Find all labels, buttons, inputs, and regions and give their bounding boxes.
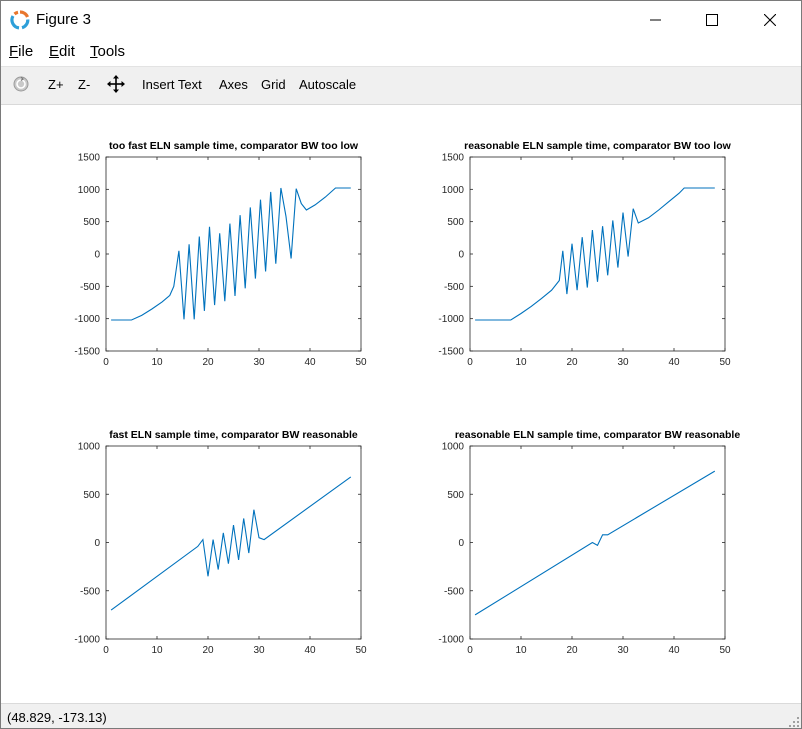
x-tick-label: 20 [566,645,578,656]
x-tick-label: 10 [151,357,163,368]
x-tick-label: 20 [566,357,578,368]
minimize-button[interactable] [633,1,679,38]
x-tick-label: 0 [103,645,109,656]
y-tick-label: 1500 [442,153,465,164]
x-tick-label: 40 [304,357,316,368]
x-tick-label: 40 [668,645,680,656]
axes-frame [469,156,726,352]
y-tick-label: 1500 [78,153,101,164]
y-tick-label: 1000 [442,442,465,453]
y-tick-label: 0 [94,250,100,261]
plots-canvas[interactable]: too fast ELN sample time, comparator BW … [1,105,801,702]
x-tick-label: 50 [355,357,367,368]
y-tick-label: -500 [80,586,100,597]
app-logo-icon [10,10,30,30]
status-bar: (48.829, -173.13) [1,703,801,728]
y-tick-label: 500 [83,490,100,501]
plot-area: too fast ELN sample time, comparator BW … [1,105,801,702]
axes-2: reasonable ELN sample time, comparator B… [438,140,731,368]
x-tick-label: 10 [515,357,527,368]
window-title: Figure 3 [36,11,92,28]
x-tick-label: 0 [103,357,109,368]
zoom-in-button[interactable]: Z+ [48,77,64,92]
cursor-coordinates: (48.829, -173.13) [7,710,107,725]
x-tick-label: 10 [151,645,163,656]
chart-title: reasonable ELN sample time, comparator B… [455,429,741,441]
y-tick-label: -500 [444,282,464,293]
axes-1: too fast ELN sample time, comparator BW … [74,140,367,368]
menu-tools-rest: ools [97,43,126,60]
menu-file[interactable]: File [9,43,33,60]
series-line [474,470,716,616]
menu-file-accel: F [9,43,19,60]
y-tick-label: -1000 [74,314,100,325]
menu-tools-accel: T [90,43,98,60]
y-tick-label: 500 [447,217,464,228]
chart-title: too fast ELN sample time, comparator BW … [109,140,359,152]
x-tick-label: 30 [617,357,629,368]
x-tick-label: 30 [253,357,265,368]
x-tick-label: 40 [668,357,680,368]
y-tick-label: 1000 [78,442,101,453]
axes-3: fast ELN sample time, comparator BW reas… [74,429,367,656]
grid-button[interactable]: Grid [261,77,286,92]
menu-edit-rest: dit [59,43,75,60]
x-tick-label: 20 [202,645,214,656]
menu-edit[interactable]: Edit [49,43,75,60]
insert-text-button[interactable]: Insert Text [142,77,202,92]
menu-tools[interactable]: Tools [90,43,125,60]
zoom-out-button[interactable]: Z- [78,77,91,92]
x-tick-label: 50 [355,645,367,656]
y-tick-label: -1500 [74,347,100,358]
maximize-button[interactable] [689,1,735,38]
y-tick-label: 500 [83,217,100,228]
autoscale-button[interactable]: Autoscale [299,77,357,92]
axes-4: reasonable ELN sample time, comparator B… [438,429,740,656]
chart-title: reasonable ELN sample time, comparator B… [464,140,731,152]
menu-file-rest: ile [18,43,34,60]
y-tick-label: 500 [447,490,464,501]
y-tick-label: 1000 [78,185,101,196]
series-line [111,187,351,321]
y-tick-label: -500 [444,586,464,597]
maximize-icon [706,13,718,26]
y-tick-label: 1000 [442,185,465,196]
series-line [475,187,715,321]
pan-icon[interactable] [107,75,125,93]
y-tick-label: 0 [458,250,464,261]
title-bar: Figure 3 [1,1,801,38]
menu-edit-accel: E [49,43,60,60]
minimize-icon [650,19,661,20]
x-tick-label: 30 [617,645,629,656]
axes-frame [105,156,362,352]
y-tick-label: 0 [458,538,464,549]
close-icon [764,13,776,26]
y-tick-label: -500 [80,282,100,293]
x-tick-label: 10 [515,645,527,656]
menu-bar: File Edit Tools [1,40,801,64]
close-button[interactable] [747,1,793,38]
x-tick-label: 50 [719,645,731,656]
axes-frame [469,445,726,640]
y-tick-label: -1000 [438,635,464,646]
rotate-icon[interactable] [12,75,30,93]
x-tick-label: 50 [719,357,731,368]
y-tick-label: 0 [94,538,100,549]
figure-toolbar: Z+ Z- Insert Text Axes Grid Autoscale [1,66,801,105]
series-line [110,476,352,611]
x-tick-label: 20 [202,357,214,368]
resize-grip-icon[interactable] [789,717,799,727]
x-tick-label: 0 [467,645,473,656]
axes-button[interactable]: Axes [219,77,248,92]
y-tick-label: -1000 [438,314,464,325]
x-tick-label: 0 [467,357,473,368]
x-tick-label: 40 [304,645,316,656]
axes-frame [105,445,362,640]
y-tick-label: -1500 [438,347,464,358]
x-tick-label: 30 [253,645,265,656]
chart-title: fast ELN sample time, comparator BW reas… [109,429,358,441]
y-tick-label: -1000 [74,635,100,646]
